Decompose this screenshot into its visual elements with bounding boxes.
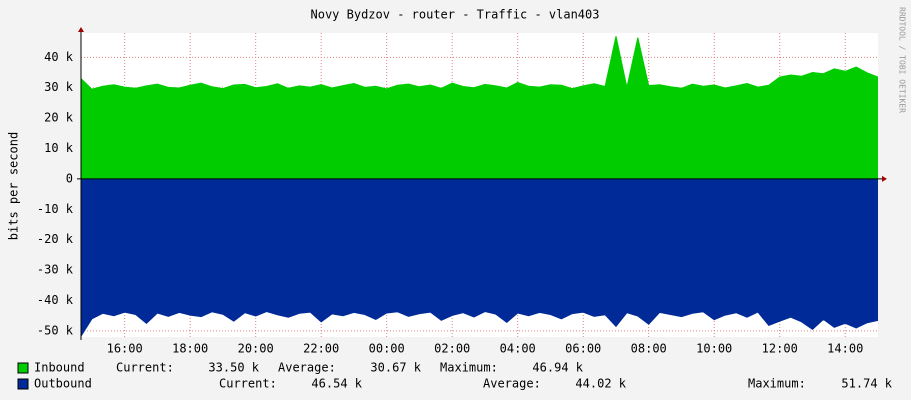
stat-value: 46.54 k (311, 377, 362, 391)
legend-swatch (17, 362, 29, 374)
x-tick-label: 04:00 (500, 342, 536, 356)
x-tick-label: 18:00 (172, 342, 208, 356)
x-tick-label: 02:00 (434, 342, 470, 356)
area (81, 36, 878, 179)
y-tick-label: 30 k (44, 80, 74, 94)
stat-value: 30.67 k (370, 361, 421, 375)
legend-label: Inbound (34, 361, 85, 375)
x-tick-label: 08:00 (631, 342, 667, 356)
y-tick-label: -10 k (37, 202, 74, 216)
y-tick-label: -40 k (37, 293, 74, 307)
watermark: RRDTOOL / TOBI OETIKER (898, 7, 907, 113)
stat-name: Average: (483, 377, 541, 391)
area-edge (80, 310, 879, 337)
x-axis-arrow (882, 175, 887, 182)
legend-swatch (17, 378, 29, 390)
x-tick-label: 12:00 (762, 342, 798, 356)
stat-value: 33.50 k (208, 361, 259, 375)
y-tick-label: -50 k (37, 323, 74, 337)
stat-name: Maximum: (440, 361, 498, 375)
stat-name: Maximum: (748, 377, 806, 391)
stat-name: Average: (278, 361, 336, 375)
x-tick-label: 00:00 (369, 342, 405, 356)
y-tick-label: 0 (66, 171, 73, 185)
x-tick-label: 14:00 (827, 342, 863, 356)
y-axis-arrow (78, 27, 84, 32)
legend: Inbound Current: 33.50 k Average: 30.67 k Max… (17, 361, 893, 391)
area (81, 178, 878, 337)
x-tick-label: 22:00 (303, 342, 339, 356)
x-tick-label: 06:00 (565, 342, 601, 356)
area-edge (80, 36, 879, 90)
axes: -50 k -40 k -30 k -20 k -10 k 0 10 k 20 k 30 k 40… (37, 27, 887, 356)
areas (80, 36, 879, 337)
stat-name: Current: (219, 377, 277, 391)
chart-title: Novy Bydzov - router - Traffic - vlan403 (311, 8, 600, 22)
x-tick-label: 10:00 (696, 342, 732, 356)
x-tick-label: 20:00 (238, 342, 274, 356)
y-tick-label: -20 k (37, 232, 74, 246)
y-tick-label: 10 k (44, 141, 74, 155)
legend-label: Outbound (34, 377, 92, 391)
y-tick-label: -30 k (37, 263, 74, 277)
stat-value: 51.74 k (841, 377, 892, 391)
y-tick-label: 20 k (44, 111, 74, 125)
stat-value: 46.94 k (532, 361, 583, 375)
stat-value: 44.02 k (575, 377, 626, 391)
y-tick-label: 40 k (44, 50, 74, 64)
stat-name: Current: (116, 361, 174, 375)
y-axis-label: bits per second (7, 132, 21, 240)
x-tick-label: 16:00 (107, 342, 143, 356)
